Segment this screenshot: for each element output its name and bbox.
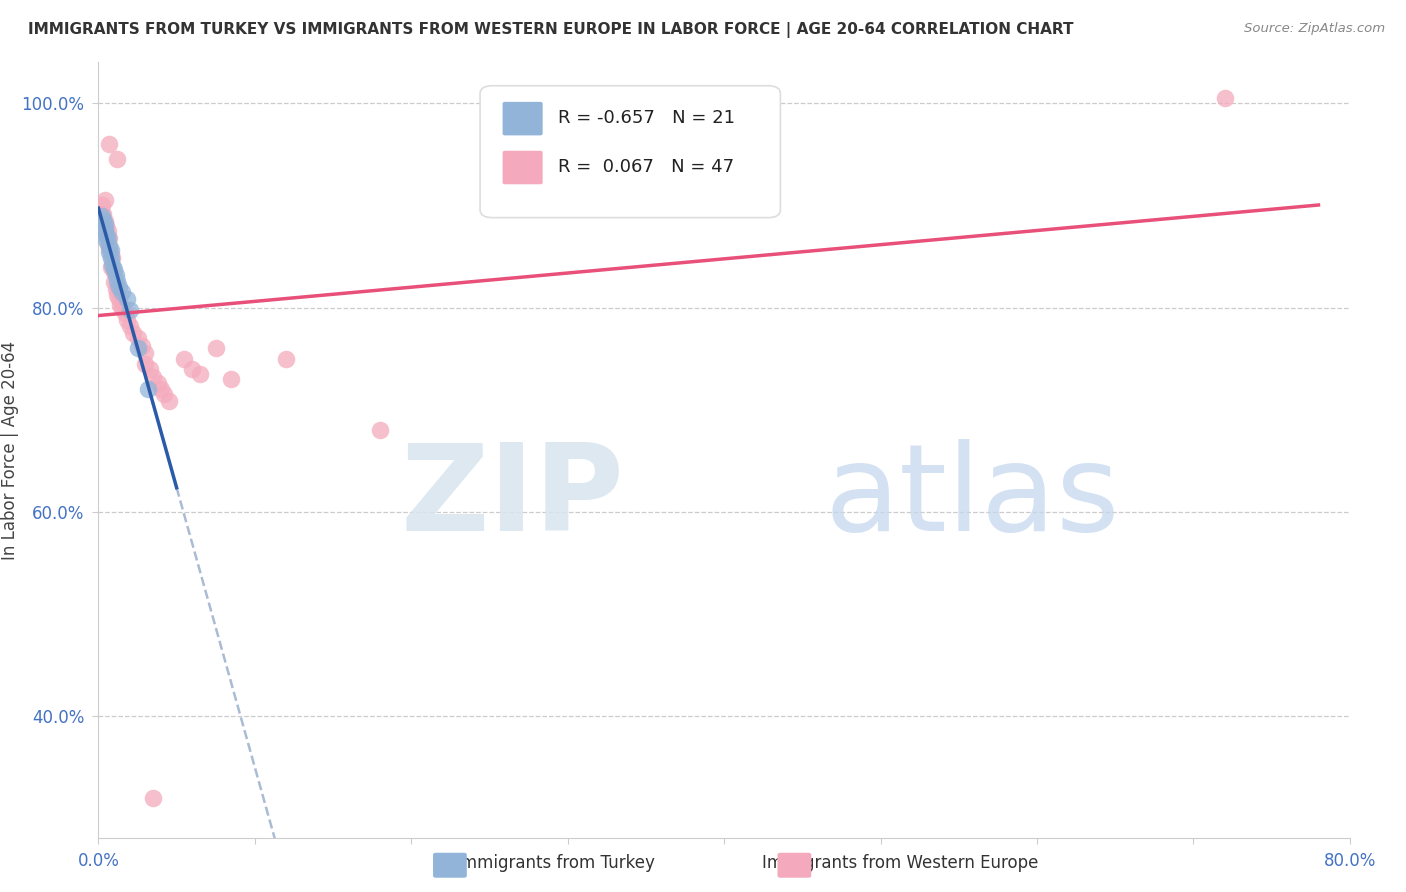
Text: Source: ZipAtlas.com: Source: ZipAtlas.com — [1244, 22, 1385, 36]
Immigrants from Western Europe — [188, 367, 211, 381]
Immigrants from Western Europe — [100, 260, 122, 274]
Immigrants from Western Europe — [96, 219, 118, 233]
Immigrants from Western Europe — [110, 298, 132, 312]
Text: atlas: atlas — [824, 439, 1119, 556]
Immigrants from Western Europe — [157, 394, 180, 409]
Immigrants from Western Europe — [142, 790, 165, 805]
Immigrants from Western Europe — [105, 288, 128, 302]
Immigrants from Turkey — [101, 258, 124, 272]
Immigrants from Western Europe — [114, 305, 136, 319]
Immigrants from Turkey — [127, 342, 149, 356]
Immigrants from Western Europe — [368, 423, 391, 437]
Immigrants from Turkey — [115, 293, 138, 307]
Immigrants from Western Europe — [93, 194, 115, 208]
Immigrants from Western Europe — [204, 342, 226, 356]
Immigrants from Western Europe — [139, 361, 162, 376]
Immigrants from Western Europe — [98, 137, 121, 152]
Immigrants from Western Europe — [173, 351, 195, 366]
Immigrants from Western Europe — [134, 357, 156, 371]
Immigrants from Turkey — [96, 227, 118, 241]
Immigrants from Western Europe — [127, 331, 149, 345]
Immigrants from Turkey — [98, 245, 121, 260]
Immigrants from Western Europe — [181, 361, 204, 376]
Immigrants from Turkey — [97, 231, 120, 245]
Immigrants from Western Europe — [146, 376, 169, 390]
Immigrants from Western Europe — [97, 224, 120, 238]
Immigrants from Western Europe — [104, 282, 127, 296]
Immigrants from Western Europe — [121, 326, 143, 340]
Immigrants from Western Europe — [115, 312, 138, 326]
Immigrants from Turkey — [100, 244, 122, 258]
Immigrants from Turkey — [107, 280, 129, 294]
Immigrants from Turkey — [104, 268, 127, 282]
FancyBboxPatch shape — [502, 102, 543, 136]
Immigrants from Western Europe — [153, 387, 176, 401]
Immigrants from Turkey — [98, 239, 121, 253]
Immigrants from Western Europe — [134, 346, 156, 360]
Immigrants from Turkey — [111, 285, 134, 300]
Immigrants from Western Europe — [90, 198, 112, 212]
Immigrants from Turkey — [103, 261, 125, 276]
Y-axis label: In Labor Force | Age 20-64: In Labor Force | Age 20-64 — [1, 341, 20, 560]
Immigrants from Western Europe — [91, 206, 114, 220]
Immigrants from Western Europe — [131, 339, 153, 353]
Immigrants from Turkey — [93, 217, 115, 231]
Immigrants from Western Europe — [96, 229, 118, 244]
Immigrants from Western Europe — [93, 213, 115, 227]
Immigrants from Western Europe — [105, 153, 128, 167]
Immigrants from Western Europe — [1213, 91, 1236, 105]
Immigrants from Western Europe — [118, 318, 141, 333]
Immigrants from Western Europe — [103, 275, 125, 289]
Immigrants from Western Europe — [142, 370, 165, 384]
Text: IMMIGRANTS FROM TURKEY VS IMMIGRANTS FROM WESTERN EUROPE IN LABOR FORCE | AGE 20: IMMIGRANTS FROM TURKEY VS IMMIGRANTS FRO… — [28, 22, 1074, 38]
Immigrants from Western Europe — [103, 265, 125, 279]
FancyBboxPatch shape — [479, 86, 780, 218]
Immigrants from Turkey — [118, 302, 141, 317]
Immigrants from Turkey — [90, 209, 112, 223]
Immigrants from Western Europe — [100, 247, 122, 261]
Immigrants from Turkey — [96, 233, 118, 247]
Immigrants from Turkey — [93, 223, 115, 237]
Immigrants from Western Europe — [98, 241, 121, 255]
Immigrants from Turkey — [91, 212, 114, 227]
Immigrants from Western Europe — [107, 293, 129, 307]
Text: Immigrants from Turkey: Immigrants from Turkey — [456, 855, 655, 872]
Immigrants from Turkey — [100, 252, 122, 266]
Immigrants from Western Europe — [101, 252, 124, 266]
Immigrants from Western Europe — [150, 382, 173, 396]
FancyBboxPatch shape — [502, 151, 543, 185]
Text: R =  0.067   N = 47: R = 0.067 N = 47 — [558, 158, 734, 177]
Immigrants from Western Europe — [274, 351, 298, 366]
Text: ZIP: ZIP — [401, 439, 624, 556]
Immigrants from Western Europe — [221, 372, 243, 386]
Immigrants from Western Europe — [98, 231, 121, 245]
Immigrants from Western Europe — [111, 301, 134, 315]
Text: Immigrants from Western Europe: Immigrants from Western Europe — [762, 855, 1038, 872]
Text: R = -0.657   N = 21: R = -0.657 N = 21 — [558, 110, 735, 128]
Immigrants from Western Europe — [97, 237, 120, 252]
Immigrants from Turkey — [105, 274, 128, 288]
Immigrants from Turkey — [138, 382, 160, 396]
